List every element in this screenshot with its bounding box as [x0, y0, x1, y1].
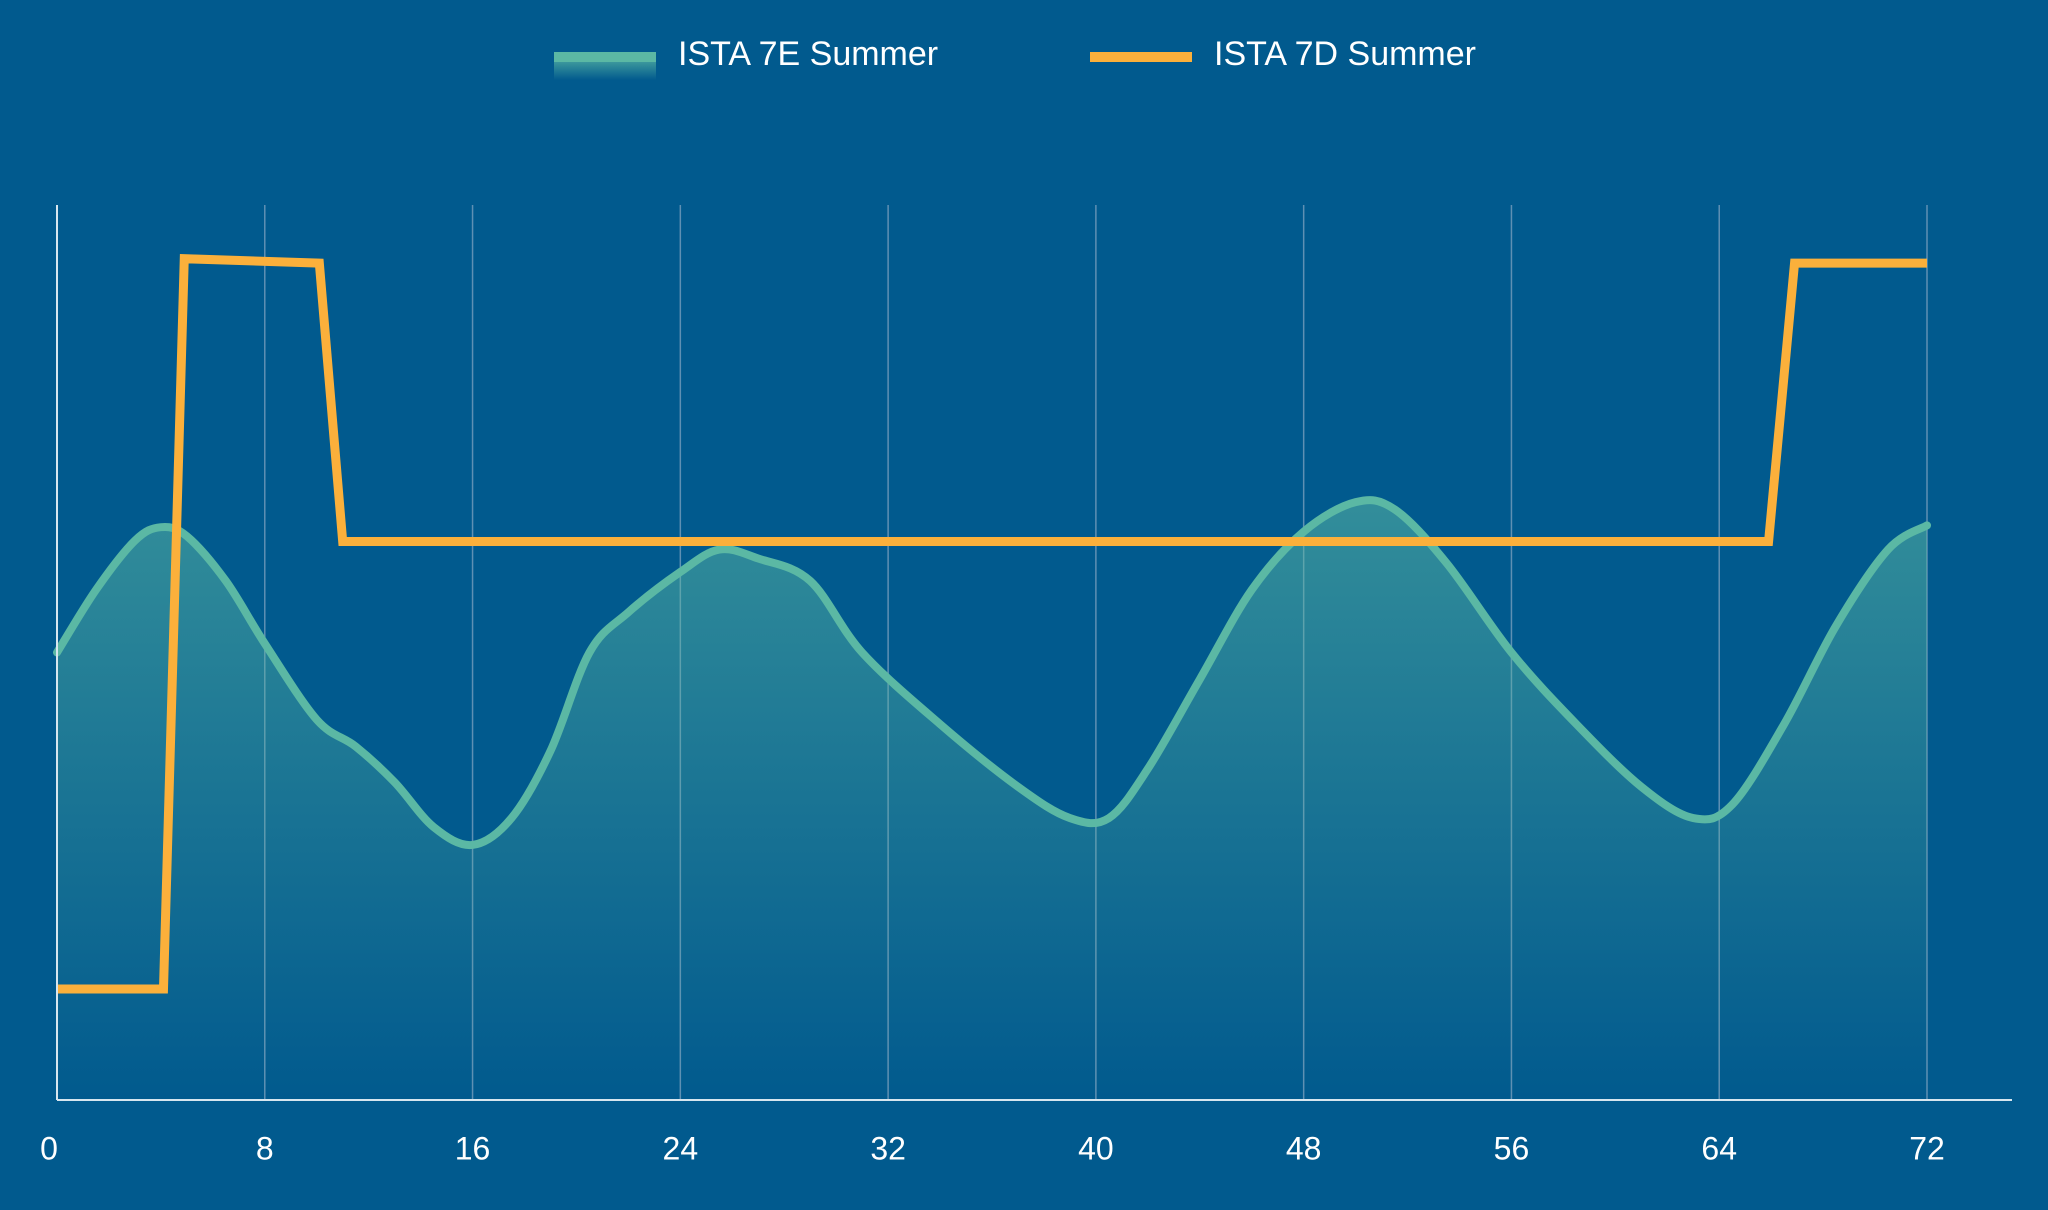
legend-label-ista-7d: ISTA 7D Summer — [1214, 35, 1476, 73]
x-tick-label-40: 40 — [1078, 1130, 1114, 1166]
x-tick-label-48: 48 — [1286, 1130, 1322, 1166]
x-tick-label-16: 16 — [455, 1130, 491, 1166]
legend-line-ista-7d — [1090, 52, 1192, 62]
x-tick-label-72: 72 — [1909, 1130, 1945, 1166]
series-line-layer — [53, 254, 1931, 994]
x-tick-label-32: 32 — [870, 1130, 906, 1166]
legend-label-ista-7e: ISTA 7E Summer — [678, 35, 938, 73]
series-line-ista-7d-summer — [57, 254, 1927, 994]
x-tick-labels: 0 8 16 24 32 40 48 56 64 72 — [40, 1130, 1945, 1166]
legend: ISTA 7E Summer ISTA 7D Summer — [554, 35, 1476, 80]
x-tick-label-56: 56 — [1494, 1130, 1530, 1166]
series-area-ista-7e-summer — [57, 500, 1927, 1101]
axes — [56, 205, 2012, 1101]
legend-item-ista-7d: ISTA 7D Summer — [1090, 35, 1476, 73]
x-tick-label-64: 64 — [1701, 1130, 1737, 1166]
legend-item-ista-7e: ISTA 7E Summer — [554, 35, 938, 80]
x-tick-label-0: 0 — [40, 1130, 58, 1166]
legend-line-ista-7e — [554, 52, 656, 62]
x-tick-label-8: 8 — [256, 1130, 274, 1166]
x-tick-label-24: 24 — [663, 1130, 699, 1166]
series-line-ista-7e-summer — [53, 496, 1931, 850]
series-area-layer — [57, 500, 1927, 1101]
